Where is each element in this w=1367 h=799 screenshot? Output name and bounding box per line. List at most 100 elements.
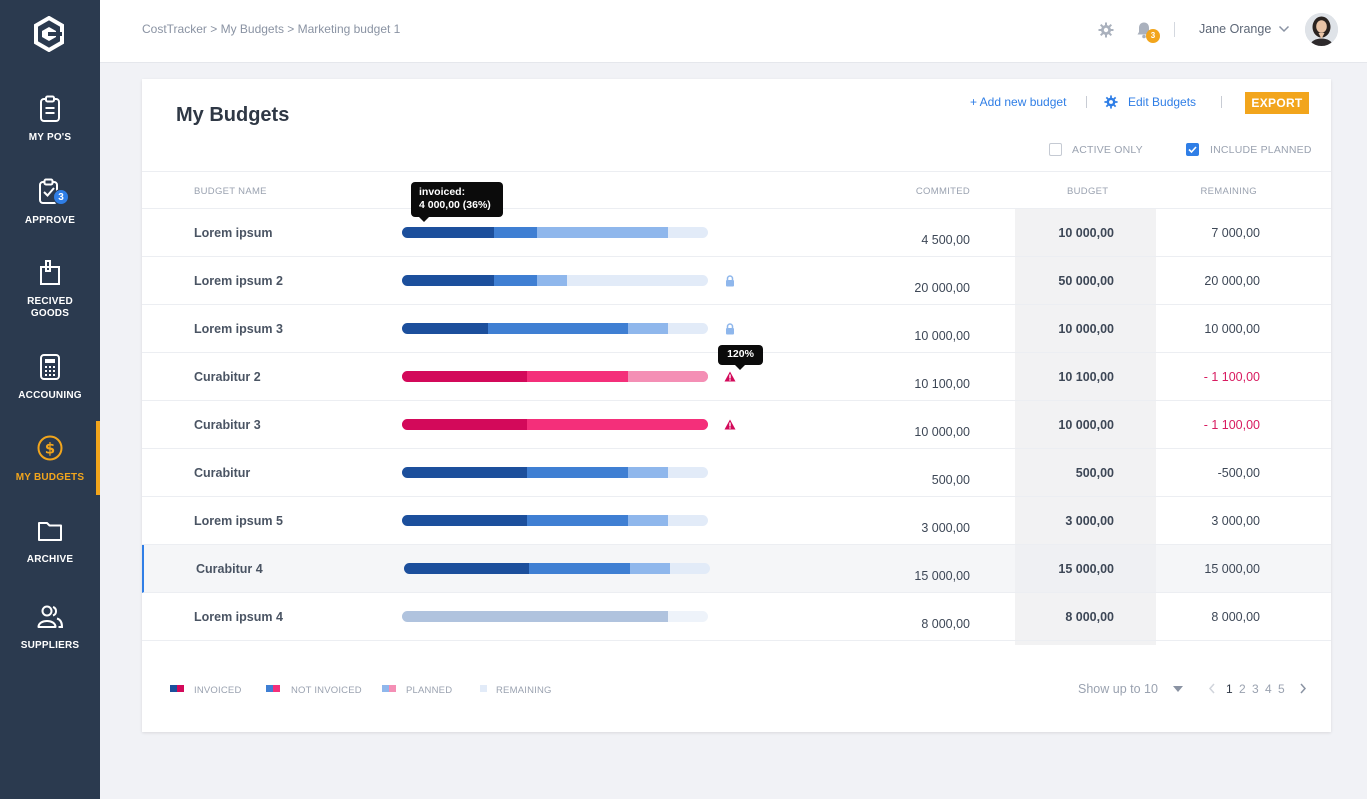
budget-progress-bar[interactable] [402,275,708,286]
avatar[interactable] [1305,13,1338,46]
page-5[interactable]: 5 [1278,682,1285,696]
legend-swatch-not-invoiced [266,685,273,692]
col-header-commited[interactable]: COMMITED [915,186,970,197]
app-logo[interactable] [31,16,67,52]
budget-value: 500,00 [1075,466,1114,480]
table-row[interactable]: Curabitur 4 15 000,00 15 000,00 15 000,00 [142,545,1331,593]
remaining-value: 15 000,00 [1204,562,1260,576]
action-separator [1221,96,1222,108]
export-button[interactable]: EXPORT [1245,92,1309,114]
commited-value: 10 100,00 [914,377,970,391]
tooltip-value: 4 000,00 (36%) [419,199,491,211]
table-row[interactable]: Lorem ipsum 2 20 000,00 50 000,00 20 000,00 [142,257,1331,305]
table-row[interactable]: Lorem ipsum 4 8 000,00 8 000,00 8 000,00 [142,593,1331,641]
progress-segment-planned [402,611,669,622]
active-only-checkbox[interactable] [1049,143,1062,156]
page-title: My Budgets [176,104,290,126]
sidebar-item-my-pos[interactable]: MY PO'S [0,94,100,144]
page-1[interactable]: 1 [1226,682,1233,696]
budget-progress-bar[interactable] [402,371,708,382]
table-row[interactable]: Lorem ipsum 3 10 000,00 10 000,00 10 000,00 [142,305,1331,353]
col-header-budget-name[interactable]: BUDGET NAME [194,186,267,197]
progress-segment-planned [628,515,669,526]
budget-progress-bar[interactable] [404,563,710,574]
budget-progress-bar[interactable] [402,227,708,238]
sidebar: MY PO'S 3 APPROVE RECIVED GOODS ACCOUNIN… [0,0,100,799]
edit-gear-icon[interactable] [1104,95,1118,109]
table-row[interactable]: Curabitur 2 10 100,00 10 100,00 - 1 100,00 [142,353,1331,401]
commited-value: 8 000,00 [921,617,970,631]
budget-value: 3 000,00 [1065,514,1114,528]
legend-swatch-not-invoiced-over [273,685,280,692]
sidebar-item-label: ACCOUNING [18,390,82,401]
chevron-down-icon[interactable] [1278,24,1290,34]
progress-segment-planned [630,563,671,574]
prev-page-icon[interactable] [1208,683,1216,694]
remaining-value: 20 000,00 [1204,274,1260,288]
budget-progress-bar[interactable] [402,611,708,622]
legend-swatch-planned [382,685,389,692]
user-name[interactable]: Jane Orange [1199,22,1272,36]
table-row[interactable]: Curabitur 500,00 500,00 -500,00 [142,449,1331,497]
warning-icon[interactable] [724,419,736,430]
budget-name: Lorem ipsum 4 [194,610,283,624]
progress-segment-invoiced [402,275,494,286]
legend-swatch-invoiced-over [177,685,184,692]
col-header-remaining[interactable]: REMAINING [1200,186,1257,197]
include-planned-checkbox[interactable] [1186,143,1199,156]
budget-name: Curabitur 4 [196,562,263,576]
over-budget-tooltip: 120% [718,345,763,370]
active-only-label[interactable]: ACTIVE ONLY [1072,144,1143,156]
legend-invoiced: INVOICED [194,685,242,696]
budgets-card: My Budgets + Add new budget Edit Budgets… [142,79,1331,732]
budget-name: Curabitur [194,466,251,480]
sidebar-item-label: MY BUDGETS [15,472,85,483]
settings-gear-icon[interactable] [1098,22,1114,38]
sidebar-item-suppliers[interactable]: SUPPLIERS [0,602,100,652]
page-3[interactable]: 3 [1252,682,1259,696]
add-budget-link[interactable]: + Add new budget [970,95,1067,109]
col-header-budget[interactable]: BUDGET [1067,186,1109,197]
table-row[interactable]: Lorem ipsum 4 500,00 10 000,00 7 000,00 [142,209,1331,257]
budget-value: 10 000,00 [1058,418,1114,432]
page-size-select[interactable]: Show up to 10 [1078,682,1158,696]
sidebar-item-recived-goods[interactable]: RECIVED GOODS [0,258,100,320]
remaining-value: 8 000,00 [1211,610,1260,624]
table-row[interactable]: Curabitur 3 10 000,00 10 000,00 - 1 100,00 [142,401,1331,449]
commited-value: 3 000,00 [921,521,970,535]
budget-progress-bar[interactable] [402,515,708,526]
budget-value: 10 000,00 [1058,226,1114,240]
include-planned-label[interactable]: INCLUDE PLANNED [1210,144,1312,156]
checkmark-icon [1188,146,1197,154]
page-4[interactable]: 4 [1265,682,1272,696]
next-page-icon[interactable] [1299,683,1307,694]
caret-down-icon[interactable] [1173,686,1183,692]
sidebar-item-archive[interactable]: ARCHIVE [0,516,100,566]
progress-segment-planned [536,227,669,238]
progress-segment-not-invoiced [529,563,631,574]
action-separator [1086,96,1087,108]
breadcrumb[interactable]: CostTracker > My Budgets > Marketing bud… [142,22,401,36]
progress-segment-invoiced [402,515,528,526]
budget-progress-bar[interactable] [402,419,708,430]
page-2[interactable]: 2 [1239,682,1246,696]
budget-value: 50 000,00 [1058,274,1114,288]
progress-segment-invoiced [402,323,488,334]
commited-value: 20 000,00 [914,281,970,295]
clipboard-icon [40,95,60,122]
progress-segment-not-invoiced [493,275,537,286]
budget-progress-bar[interactable] [402,467,708,478]
sidebar-item-approve[interactable]: 3 APPROVE [0,177,100,227]
budget-progress-bar[interactable] [402,323,708,334]
progress-segment-planned [628,323,669,334]
folder-icon [38,522,62,541]
remaining-value: 3 000,00 [1211,514,1260,528]
sidebar-item-my-budgets[interactable]: $ MY BUDGETS [0,421,100,495]
sidebar-item-accouning[interactable]: ACCOUNING [0,352,100,402]
warning-icon[interactable] [724,371,736,382]
edit-budgets-link[interactable]: Edit Budgets [1128,95,1197,109]
notification-count-badge: 3 [1146,29,1160,43]
users-icon [37,605,64,628]
legend-planned: PLANNED [406,685,453,696]
table-row[interactable]: Lorem ipsum 5 3 000,00 3 000,00 3 000,00 [142,497,1331,545]
